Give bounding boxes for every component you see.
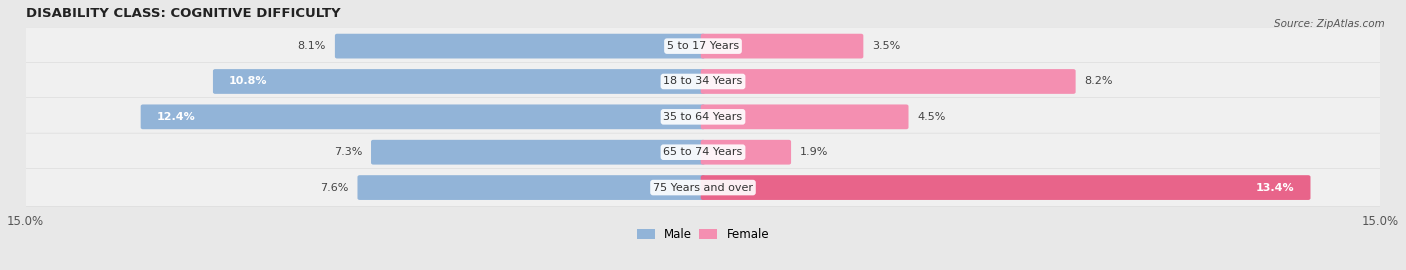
FancyBboxPatch shape: [371, 140, 706, 165]
FancyBboxPatch shape: [700, 69, 1076, 94]
Text: 65 to 74 Years: 65 to 74 Years: [664, 147, 742, 157]
Text: 18 to 34 Years: 18 to 34 Years: [664, 76, 742, 86]
FancyBboxPatch shape: [357, 175, 706, 200]
FancyBboxPatch shape: [700, 34, 863, 59]
Text: 35 to 64 Years: 35 to 64 Years: [664, 112, 742, 122]
FancyBboxPatch shape: [700, 175, 1310, 200]
FancyBboxPatch shape: [335, 34, 706, 59]
FancyBboxPatch shape: [8, 168, 1398, 207]
Text: 13.4%: 13.4%: [1256, 183, 1295, 193]
Text: 12.4%: 12.4%: [156, 112, 195, 122]
FancyBboxPatch shape: [8, 133, 1398, 171]
Text: 4.5%: 4.5%: [918, 112, 946, 122]
Text: 75 Years and over: 75 Years and over: [652, 183, 754, 193]
Text: 8.2%: 8.2%: [1084, 76, 1114, 86]
Text: 7.3%: 7.3%: [333, 147, 361, 157]
FancyBboxPatch shape: [8, 98, 1398, 136]
FancyBboxPatch shape: [8, 62, 1398, 101]
Text: 3.5%: 3.5%: [872, 41, 901, 51]
Text: 5 to 17 Years: 5 to 17 Years: [666, 41, 740, 51]
Text: 1.9%: 1.9%: [800, 147, 828, 157]
Legend: Male, Female: Male, Female: [637, 228, 769, 241]
FancyBboxPatch shape: [8, 27, 1398, 65]
FancyBboxPatch shape: [141, 104, 706, 129]
FancyBboxPatch shape: [700, 140, 792, 165]
Text: DISABILITY CLASS: COGNITIVE DIFFICULTY: DISABILITY CLASS: COGNITIVE DIFFICULTY: [25, 7, 340, 20]
FancyBboxPatch shape: [700, 104, 908, 129]
FancyBboxPatch shape: [212, 69, 706, 94]
Text: 7.6%: 7.6%: [321, 183, 349, 193]
Text: Source: ZipAtlas.com: Source: ZipAtlas.com: [1274, 19, 1385, 29]
Text: 8.1%: 8.1%: [298, 41, 326, 51]
Text: 10.8%: 10.8%: [229, 76, 267, 86]
